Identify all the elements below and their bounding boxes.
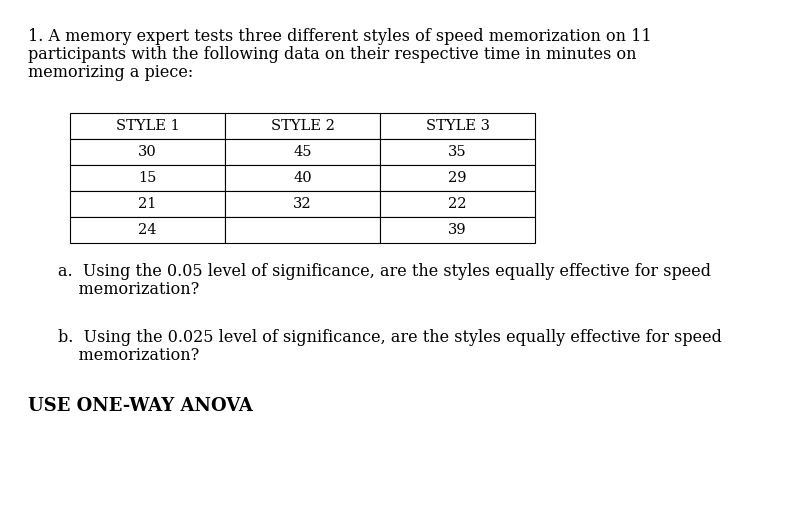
Text: a.  Using the 0.05 level of significance, are the styles equally effective for s: a. Using the 0.05 level of significance,… <box>58 263 711 280</box>
Text: b.  Using the 0.025 level of significance, are the styles equally effective for : b. Using the 0.025 level of significance… <box>58 329 722 346</box>
Text: memorizing a piece:: memorizing a piece: <box>28 64 194 81</box>
Text: participants with the following data on their respective time in minutes on: participants with the following data on … <box>28 46 637 63</box>
Text: STYLE 2: STYLE 2 <box>270 119 334 133</box>
Text: 39: 39 <box>448 223 467 237</box>
Bar <box>380 139 535 165</box>
Bar <box>380 113 535 139</box>
Bar <box>380 191 535 217</box>
Bar <box>225 217 380 243</box>
Bar <box>225 191 380 217</box>
Text: 22: 22 <box>448 197 466 211</box>
Bar <box>225 139 380 165</box>
Bar <box>70 191 225 217</box>
Bar <box>380 217 535 243</box>
Text: 15: 15 <box>138 171 157 185</box>
Text: 35: 35 <box>448 145 467 159</box>
Bar <box>225 113 380 139</box>
Text: memorization?: memorization? <box>58 281 199 298</box>
Text: 32: 32 <box>293 197 312 211</box>
Bar <box>70 139 225 165</box>
Text: STYLE 1: STYLE 1 <box>116 119 179 133</box>
Bar <box>380 165 535 191</box>
Bar <box>70 165 225 191</box>
Text: 29: 29 <box>448 171 466 185</box>
Text: memorization?: memorization? <box>58 347 199 364</box>
Bar <box>70 113 225 139</box>
Text: USE ONE-WAY ANOVA: USE ONE-WAY ANOVA <box>28 397 253 415</box>
Bar <box>70 217 225 243</box>
Text: 21: 21 <box>138 197 157 211</box>
Text: 40: 40 <box>293 171 312 185</box>
Bar <box>225 165 380 191</box>
Text: 24: 24 <box>138 223 157 237</box>
Text: 1. A memory expert tests three different styles of speed memorization on 11: 1. A memory expert tests three different… <box>28 28 652 45</box>
Text: STYLE 3: STYLE 3 <box>426 119 490 133</box>
Text: 45: 45 <box>294 145 312 159</box>
Text: 30: 30 <box>138 145 157 159</box>
